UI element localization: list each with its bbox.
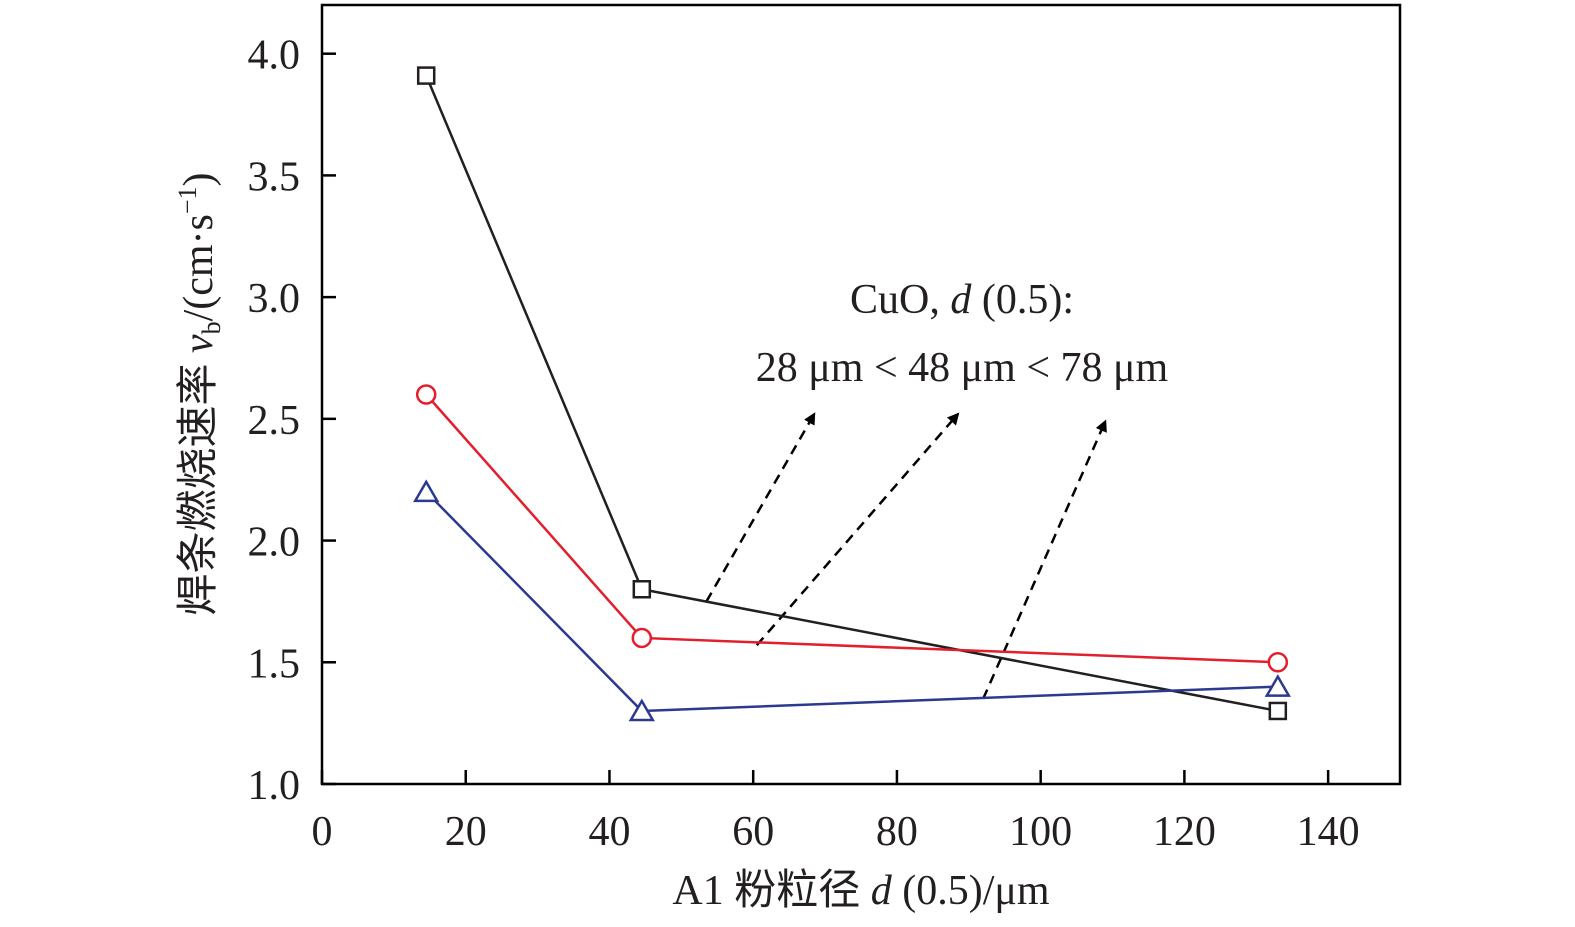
data-point-triangle [628,698,655,722]
annotation-line1-var: d [950,277,972,323]
data-point-square [632,580,652,599]
plot-frame [320,3,1402,786]
series-line-square [425,75,1279,713]
x-tick-label: 80 [876,809,918,855]
y-tick-label: 2.0 [248,520,301,566]
y-title-prefix: 焊条燃烧速率 [175,353,222,616]
annotation-line1: CuO, d (0.5): [850,277,1074,323]
x-tick-label: 20 [445,809,487,855]
x-title-prefix: A1 粉粒径 [672,868,870,914]
x-tick-label: 60 [732,809,774,855]
data-point-circle [415,384,437,405]
data-point-triangle [1264,674,1291,697]
series-group [413,66,1291,722]
x-axis-title: A1 粉粒径 d (0.5)/μm [672,868,1050,914]
data-point-circle [631,627,653,649]
annotation-arrows [705,412,1107,700]
x-tick-label: 120 [1153,809,1216,855]
y-title-sub: b [197,321,226,334]
y-title-sup: −1 [173,186,202,214]
data-point-circle [1267,652,1289,673]
y-tick-label: 4.0 [248,33,301,79]
data-point-triangle [413,479,440,503]
y-tick-label: 2.5 [248,398,301,444]
y-tick-label: 3.0 [248,276,301,322]
x-title-var: d [871,868,893,914]
annotation-line1-prefix: CuO, [850,277,950,323]
y-tick-label: 1.5 [248,641,301,687]
x-tick-label: 140 [1297,809,1360,855]
x-tick-label: 0 [312,809,333,855]
y-axis-title: 焊条燃烧速率 vb/(cm·s−1) [173,172,226,615]
annotation-arrow [705,412,816,603]
x-tick-label: 40 [588,809,630,855]
y-tick-label: 1.0 [248,763,301,809]
data-point-square [416,66,436,85]
y-title-suffix: /(cm·s [176,214,222,321]
x-tick-label: 100 [1009,809,1072,855]
y-title-close: ) [176,172,222,186]
annotation-line2: 28 μm < 48 μm < 78 μm [756,345,1169,391]
y-axis-ticks: 1.0 1.5 2.0 2.5 3.0 3.5 4.0 [248,33,336,809]
x-title-suffix: (0.5)/μm [892,868,1050,914]
data-point-square [1268,701,1288,721]
y-title-var: v [176,334,222,353]
x-axis-ticks: 0 20 40 60 80 100 120 140 [312,770,1360,855]
y-tick-label: 3.5 [248,154,301,200]
annotation-arrow [755,412,960,647]
annotation-line1-suffix: (0.5): [971,277,1074,323]
series-line-triangle [425,490,1278,713]
